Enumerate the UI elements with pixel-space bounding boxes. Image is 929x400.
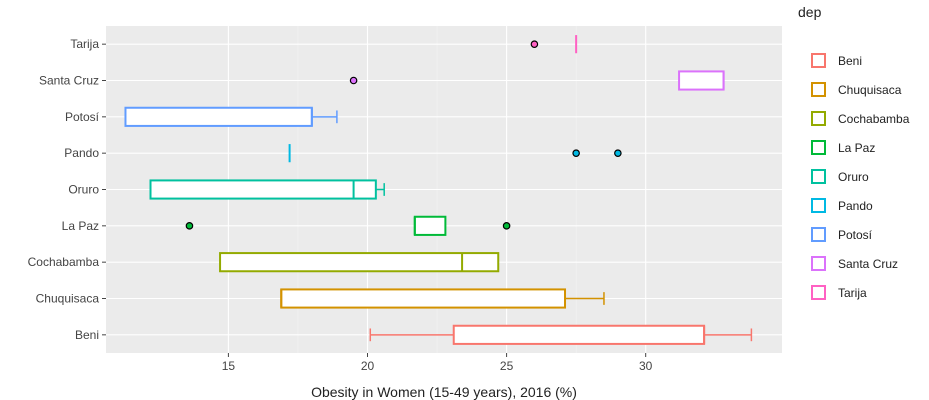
legend-item: Tarija [811,285,867,300]
legend-swatch [811,227,826,242]
legend-swatch [811,111,826,126]
legend-title: dep [798,4,822,20]
y-tick-label: Cochabamba [28,255,100,269]
y-tick-label: Chuquisaca [36,292,100,306]
box-iqr [413,215,447,236]
legend-item: Chuquisaca [811,82,902,97]
box-la-paz [185,215,511,236]
legend-item: Santa Cruz [811,256,898,271]
box-iqr [678,70,725,91]
y-tick-label: Santa Cruz [39,74,99,88]
box-iqr [452,324,706,345]
y-tick-label: Oruro [68,183,99,197]
outlier-point [502,222,511,230]
y-tick-label: La Paz [62,219,99,233]
box-santa-cruz [349,70,725,91]
box-potosí [124,106,338,127]
legend-swatch [811,256,826,271]
legend-label: Potosí [838,228,873,242]
legend-item: Cochabamba [811,111,910,126]
legend-label: Cochabamba [838,112,910,126]
legend-item: Beni [811,53,862,68]
outlier-point [614,149,622,157]
box-chuquisaca [280,288,605,309]
outlier-point [349,76,358,85]
y-tick-label: Tarija [70,37,99,51]
y-tick-label: Beni [75,328,99,342]
legend: Beni Chuquisaca Cochabamba La Paz Oruro Pando… [811,53,910,300]
x-axis-title: Obesity in Women (15-49 years), 2016 (%) [311,384,577,400]
legend-swatch [811,198,826,213]
box-cochabamba [219,252,500,273]
legend-label: Beni [838,54,862,68]
box-iqr [219,252,500,273]
legend-label: Oruro [838,170,869,184]
legend-swatch [811,82,826,97]
outlier-point [185,222,194,230]
box-iqr [149,179,377,200]
legend-swatch [811,169,826,184]
legend-label: Tarija [838,286,867,300]
legend-item: Oruro [811,169,869,184]
legend-item: Pando [811,198,873,213]
x-tick-label: 30 [639,359,653,373]
legend-swatch [811,53,826,68]
y-tick-label: Pando [64,146,99,160]
legend-label: La Paz [838,141,875,155]
y-axis: Beni Chuquisaca Cochabamba La Paz Oruro Pando… [28,37,106,342]
box-oruro [149,179,385,200]
x-tick-label: 15 [222,359,236,373]
legend-label: Santa Cruz [838,257,898,271]
x-tick-label: 25 [500,359,514,373]
legend-label: Pando [838,199,873,213]
box-iqr [124,106,313,127]
outlier-point [572,149,580,157]
outlier-point [530,40,539,48]
box-tarija [530,35,578,54]
x-axis: 15 20 25 30 [222,353,653,373]
box-pando [288,144,622,163]
box-beni [369,324,753,345]
x-tick-label: 20 [361,359,375,373]
boxes [124,35,753,345]
box-iqr [280,288,567,309]
legend-item: La Paz [811,140,875,155]
legend-swatch [811,140,826,155]
y-tick-label: Potosí [65,110,100,124]
legend-label: Chuquisaca [838,83,902,97]
legend-item: Potosí [811,227,873,242]
legend-swatch [811,285,826,300]
